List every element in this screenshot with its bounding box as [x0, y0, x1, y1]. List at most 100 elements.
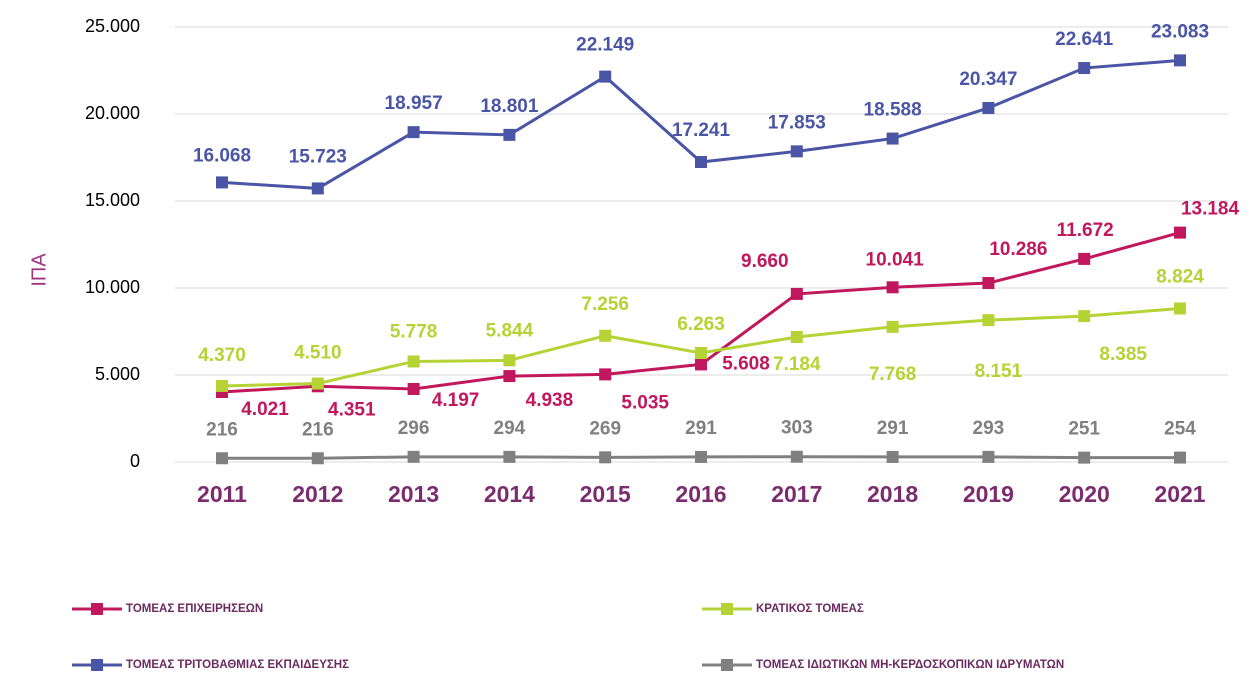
y-tick-label: 5.000 — [95, 364, 140, 384]
point-marker — [695, 450, 707, 463]
x-tick-label: 2017 — [771, 481, 822, 507]
legend-marker — [91, 603, 103, 615]
y-axis-label: ΙΠΑ — [28, 253, 50, 287]
data-label: 7.256 — [581, 294, 629, 315]
data-label: 16.068 — [193, 145, 251, 166]
point-marker — [599, 329, 612, 342]
x-tick-label: 2016 — [675, 481, 726, 507]
data-label: 291 — [877, 418, 909, 439]
data-label: 296 — [398, 418, 430, 439]
point-marker — [311, 452, 324, 465]
data-label: 4.197 — [432, 390, 480, 411]
point-marker — [1078, 310, 1091, 323]
y-tick-label: 0 — [130, 451, 140, 471]
data-label: 303 — [781, 418, 813, 439]
point-marker — [886, 450, 899, 463]
point-marker — [790, 330, 803, 343]
x-tick-label: 2014 — [484, 481, 535, 507]
data-label: 8.824 — [1156, 266, 1204, 287]
data-label: 15.723 — [289, 146, 347, 167]
point-marker — [407, 450, 420, 463]
y-tick-label: 10.000 — [85, 277, 140, 297]
data-label: 9.660 — [741, 251, 789, 272]
data-label: 18.957 — [385, 93, 443, 114]
data-label: 23.083 — [1151, 21, 1209, 42]
data-label: 18.588 — [864, 100, 922, 121]
point-marker — [695, 347, 707, 360]
point-marker — [1174, 302, 1186, 315]
data-label: 254 — [1164, 419, 1196, 440]
data-label: 11.672 — [1057, 220, 1114, 241]
point-marker — [311, 182, 324, 195]
data-label: 8.151 — [975, 361, 1023, 382]
data-label: 4.510 — [294, 343, 342, 364]
data-label: 10.041 — [866, 249, 925, 270]
point-marker — [695, 156, 707, 169]
legend-marker — [721, 659, 733, 671]
point-marker — [790, 145, 803, 158]
data-label: 5.035 — [621, 392, 669, 413]
point-marker — [790, 450, 803, 463]
data-label: 17.853 — [768, 112, 826, 133]
point-marker — [982, 101, 995, 114]
legend-marker — [721, 603, 733, 615]
x-tick-label: 2021 — [1154, 481, 1205, 507]
point-marker — [599, 70, 612, 83]
data-label: 6.263 — [677, 314, 725, 335]
data-label: 291 — [685, 418, 717, 439]
x-tick-label: 2019 — [963, 481, 1014, 507]
x-tick-label: 2018 — [867, 481, 918, 507]
point-marker — [982, 450, 995, 463]
y-tick-label: 25.000 — [85, 16, 140, 36]
point-marker — [982, 314, 995, 327]
x-tick-label: 2012 — [292, 481, 343, 507]
data-label: 13.184 — [1181, 199, 1240, 220]
data-label: 20.347 — [959, 69, 1017, 90]
point-marker — [1174, 226, 1186, 239]
point-marker — [1078, 451, 1091, 464]
point-marker — [503, 128, 516, 141]
legend-label: ΚΡΑΤΙΚΟΣ ΤΟΜΕΑΣ — [756, 603, 864, 615]
data-label: 5.778 — [390, 321, 438, 342]
data-label: 17.241 — [672, 120, 731, 141]
point-marker — [407, 126, 420, 139]
y-tick-label: 20.000 — [85, 103, 140, 123]
y-tick-label: 15.000 — [85, 190, 140, 210]
legend-marker — [91, 659, 103, 671]
point-marker — [1174, 54, 1186, 67]
legend-label: ΤΟΜΕΑΣ ΕΠΙΧΕΙΡΗΣΕΩΝ — [126, 603, 263, 615]
data-label: 22.641 — [1055, 29, 1114, 50]
data-label: 251 — [1068, 419, 1100, 440]
x-tick-label: 2020 — [1059, 481, 1110, 507]
legend-label: ΤΟΜΕΑΣ ΤΡΙΤΟΒΑΘΜΙΑΣ ΕΚΠΑΙΔΕΥΣΗΣ — [126, 659, 349, 671]
data-label: 4.351 — [328, 399, 376, 420]
data-label: 269 — [589, 418, 621, 439]
point-marker — [503, 370, 516, 383]
point-marker — [216, 379, 228, 392]
point-marker — [886, 281, 899, 294]
point-marker — [695, 358, 707, 371]
point-marker — [1078, 252, 1091, 265]
point-marker — [886, 320, 899, 333]
point-marker — [1078, 62, 1091, 75]
x-tick-label: 2011 — [197, 481, 247, 507]
data-label: 7.184 — [773, 354, 821, 375]
point-marker — [599, 368, 612, 381]
data-label: 216 — [302, 419, 334, 440]
point-marker — [790, 287, 803, 300]
data-label: 4.938 — [526, 390, 574, 411]
point-marker — [599, 451, 612, 464]
point-marker — [982, 277, 995, 290]
data-label: 5.608 — [722, 353, 770, 374]
point-marker — [216, 176, 228, 189]
data-label: 4.370 — [198, 345, 246, 366]
x-tick-label: 2015 — [580, 481, 631, 507]
data-label: 18.801 — [480, 96, 539, 117]
data-label: 22.149 — [576, 35, 634, 56]
legend-label: ΤΟΜΕΑΣ ΙΔΙΩΤΙΚΩΝ ΜΗ-ΚΕΡΔΟΣΚΟΠΙΚΩΝ ΙΔΡΥΜΑ… — [756, 659, 1064, 671]
data-label: 4.021 — [241, 399, 289, 420]
point-marker — [503, 450, 516, 463]
data-label: 216 — [206, 419, 238, 440]
x-tick-label: 2013 — [388, 481, 439, 507]
